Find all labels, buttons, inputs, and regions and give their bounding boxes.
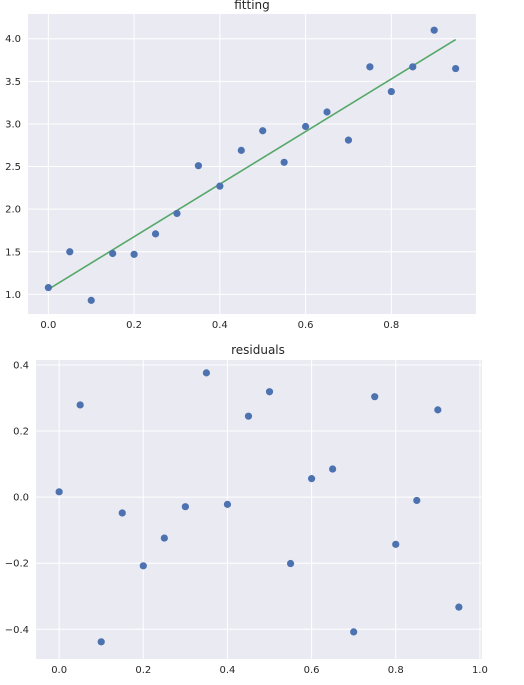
fitting-data-point [280, 158, 288, 166]
fitting-data-point [173, 209, 181, 218]
fitting-data-point [344, 136, 353, 144]
fitting-chart: fitting 0.0 0.2 0.4 0.6 0.8 1.0 1.5 2.0 2.5 3.0 3.… [5, 0, 476, 331]
residuals-data-point [371, 393, 379, 401]
residuals-chart: residuals 0.0 0.2 0.4 0.6 0.8 1.0 −0.4 −0.2 0.0 0… [5, 343, 488, 676]
residuals-data-point [139, 562, 147, 570]
fitting-data-point [151, 230, 160, 238]
residuals-x-tick-label: 0.2 [135, 665, 151, 676]
fitting-data-point [130, 250, 138, 258]
residuals-data-point [265, 388, 274, 396]
residuals-data-point [392, 540, 400, 548]
fitting-x-tick-label: 0.4 [212, 320, 228, 331]
fitting-x-tick-label: 0.2 [126, 320, 142, 331]
residuals-y-tick-label: 0.0 [13, 493, 29, 504]
fitting-x-tick-label: 0.6 [298, 320, 314, 331]
fitting-data-point [409, 63, 417, 71]
residuals-x-tick-label: 0.0 [51, 665, 67, 676]
residuals-x-tick-label: 1.0 [472, 665, 488, 676]
residuals-data-point [76, 401, 84, 409]
fitting-chart-title: fitting [234, 0, 270, 12]
residuals-data-point [329, 465, 337, 473]
fitting-data-point [301, 122, 310, 131]
residuals-y-tick-label: −0.2 [5, 559, 29, 570]
fitting-y-tick-label: 3.0 [5, 119, 21, 130]
fitting-data-point [194, 162, 203, 170]
residuals-data-point [286, 559, 295, 568]
fitting-data-point [323, 108, 331, 116]
residuals-data-point [55, 488, 63, 496]
fitting-data-point [109, 249, 117, 258]
residuals-data-point [181, 503, 189, 511]
fitting-data-point [237, 146, 245, 154]
fitting-y-tick-label: 3.5 [5, 77, 21, 88]
residuals-data-point [118, 509, 126, 517]
fitting-data-point [366, 63, 374, 71]
fitting-fit-line [47, 38, 457, 290]
residuals-y-tick-label: 0.2 [13, 427, 29, 438]
fitting-x-tick-label: 0.8 [383, 320, 399, 331]
fitting-data-point [66, 248, 74, 256]
fitting-x-tick-label: 0.0 [40, 320, 56, 331]
fitting-data-point [387, 87, 395, 96]
residuals-y-tick-label: −0.4 [5, 625, 29, 636]
fitting-y-tick-label: 1.0 [5, 290, 21, 301]
fitting-data-point [87, 296, 95, 304]
fitting-y-tick-label: 1.5 [5, 247, 21, 258]
fitting-data-point [452, 64, 460, 73]
residuals-data-point [160, 534, 168, 542]
residuals-data-point [202, 369, 211, 377]
residuals-data-point [307, 475, 316, 483]
fitting-data-point [430, 26, 438, 34]
fitting-data-point [216, 182, 224, 190]
residuals-y-tick-label: 0.4 [13, 360, 29, 371]
fitting-data-point [259, 127, 267, 135]
residuals-chart-title: residuals [231, 343, 285, 357]
residuals-data-point [413, 496, 421, 505]
fitting-data-point [44, 283, 52, 292]
residuals-data-point [97, 638, 105, 646]
fitting-y-tick-label: 4.0 [5, 34, 21, 45]
residuals-x-tick-label: 0.6 [304, 665, 320, 676]
residuals-x-tick-label: 0.4 [219, 665, 235, 676]
residuals-data-point [223, 500, 232, 508]
residuals-data-point [455, 603, 463, 611]
residuals-data-point [244, 412, 253, 420]
residuals-data-point [434, 406, 442, 414]
residuals-x-tick-label: 0.8 [388, 665, 404, 676]
residuals-plot-area [36, 360, 482, 659]
residuals-data-point [350, 628, 358, 636]
fitting-y-tick-label: 2.5 [5, 162, 21, 173]
fitting-y-tick-label: 2.0 [5, 205, 21, 216]
